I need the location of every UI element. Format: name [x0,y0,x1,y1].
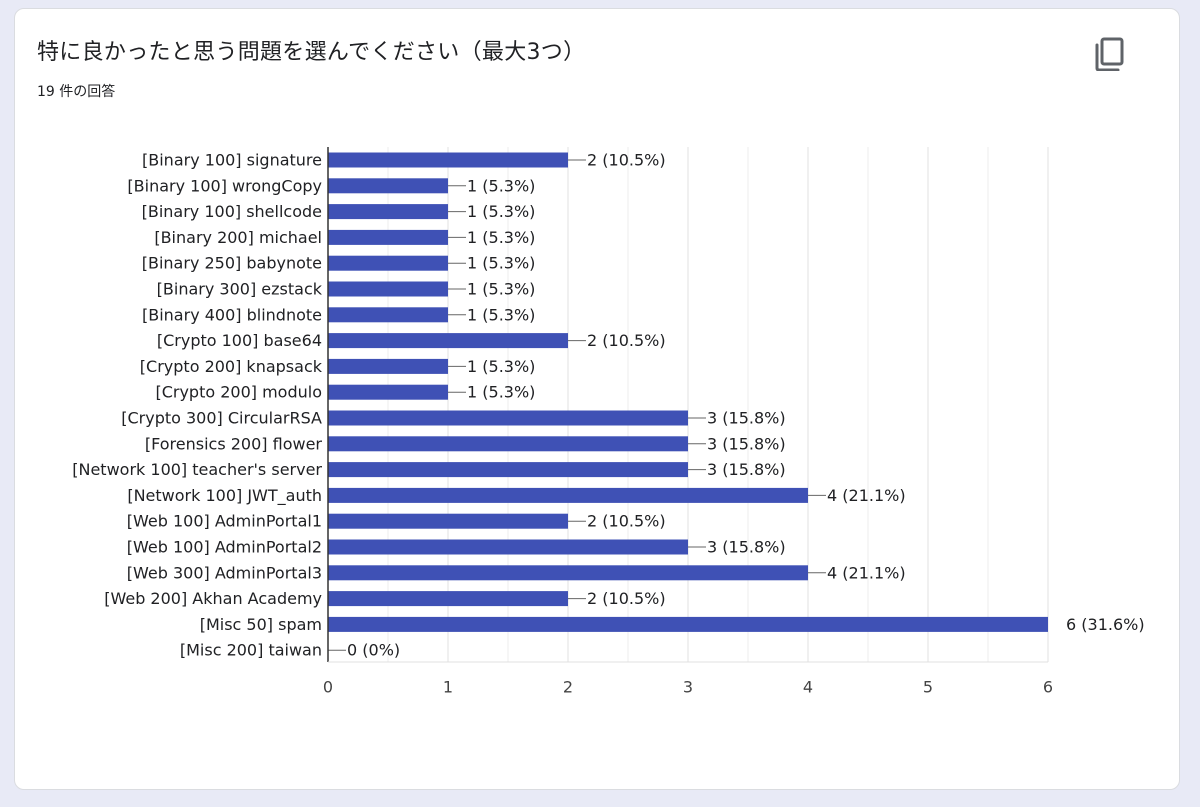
x-axis-ticks: 0 1 2 3 4 5 6 [323,678,1053,697]
data-label: 3 (15.8%) [707,460,786,479]
bar [328,616,1048,632]
category-label: [Network 100] teacher's server [72,460,322,479]
data-label: 3 (15.8%) [707,538,786,557]
category-label: [Misc 200] taiwan [180,641,322,660]
data-label: 1 (5.3%) [467,176,535,195]
response-count: 19 件の回答 [37,84,116,100]
data-labels: 2 (10.5%) 1 (5.3%) 1 (5.3%) 1 (5.3%) 1 (5.3%… [328,151,1145,660]
category-label: [Binary 300] ezstack [157,280,323,299]
category-label: [Web 100] AdminPortal1 [127,512,322,531]
category-label: [Misc 50] spam [200,615,322,634]
x-tick-label: 1 [443,678,453,697]
chart-card [14,8,1180,790]
question-title: 特に良かったと思う問題を選んでください（最大3つ） [37,40,586,65]
data-label: 1 (5.3%) [467,280,535,299]
bar [328,281,448,297]
data-label: 0 (0%) [347,641,400,660]
bar [328,513,568,529]
category-label: [Network 100] JWT_auth [127,486,322,506]
category-label: [Crypto 200] knapsack [140,357,323,376]
data-label: 6 (31.6%) [1066,615,1145,634]
bar [328,462,688,478]
data-label: 2 (10.5%) [587,151,666,170]
bar [328,229,448,245]
bar [328,307,448,323]
copy-icon [1095,37,1124,71]
data-label: 3 (15.8%) [707,434,786,453]
category-label: [Binary 100] shellcode [142,202,322,221]
gridlines [387,147,1049,662]
bar [328,436,688,452]
bar [328,255,448,271]
bar [328,591,568,607]
data-label: 1 (5.3%) [467,254,535,273]
category-label: [Binary 400] blindnote [142,305,322,324]
bar [328,204,448,220]
category-label: [Crypto 100] base64 [157,331,322,350]
bar [328,152,568,168]
data-label: 1 (5.3%) [467,305,535,324]
bars [328,152,1048,632]
category-label: [Binary 250] babynote [142,254,322,273]
category-label: [Binary 100] wrongCopy [127,176,322,195]
bar [328,539,688,555]
x-tick-label: 2 [563,678,573,697]
bar [328,333,568,349]
category-label: [Crypto 200] modulo [155,383,322,402]
bar [328,565,808,581]
category-labels: [Binary 100] signature [Binary 100] wrong… [72,151,322,660]
bar [328,384,448,400]
x-tick-label: 6 [1043,678,1053,697]
bar [328,410,688,426]
data-label: 1 (5.3%) [467,202,535,221]
x-tick-label: 5 [923,678,933,697]
category-label: [Forensics 200] flower [145,434,323,453]
x-tick-label: 3 [683,678,693,697]
data-label: 1 (5.3%) [467,357,535,376]
category-label: [Web 100] AdminPortal2 [127,538,322,557]
category-label: [Web 200] Akhan Academy [104,589,322,608]
category-label: [Binary 100] signature [142,151,322,170]
category-label: [Crypto 300] CircularRSA [121,409,322,428]
bar [328,178,448,194]
data-label: 2 (10.5%) [587,512,666,531]
data-label: 2 (10.5%) [587,589,666,608]
bar [328,358,448,374]
data-label: 4 (21.1%) [827,486,906,505]
data-label: 1 (5.3%) [467,228,535,247]
bar [328,487,808,503]
data-label: 2 (10.5%) [587,331,666,350]
data-label: 1 (5.3%) [467,383,535,402]
data-label: 3 (15.8%) [707,409,786,428]
copy-chart-button[interactable] [1088,34,1128,74]
x-tick-label: 4 [803,678,813,697]
data-label: 4 (21.1%) [827,563,906,582]
category-label: [Binary 200] michael [154,228,322,247]
x-tick-label: 0 [323,678,333,697]
category-label: [Web 300] AdminPortal3 [127,563,322,582]
